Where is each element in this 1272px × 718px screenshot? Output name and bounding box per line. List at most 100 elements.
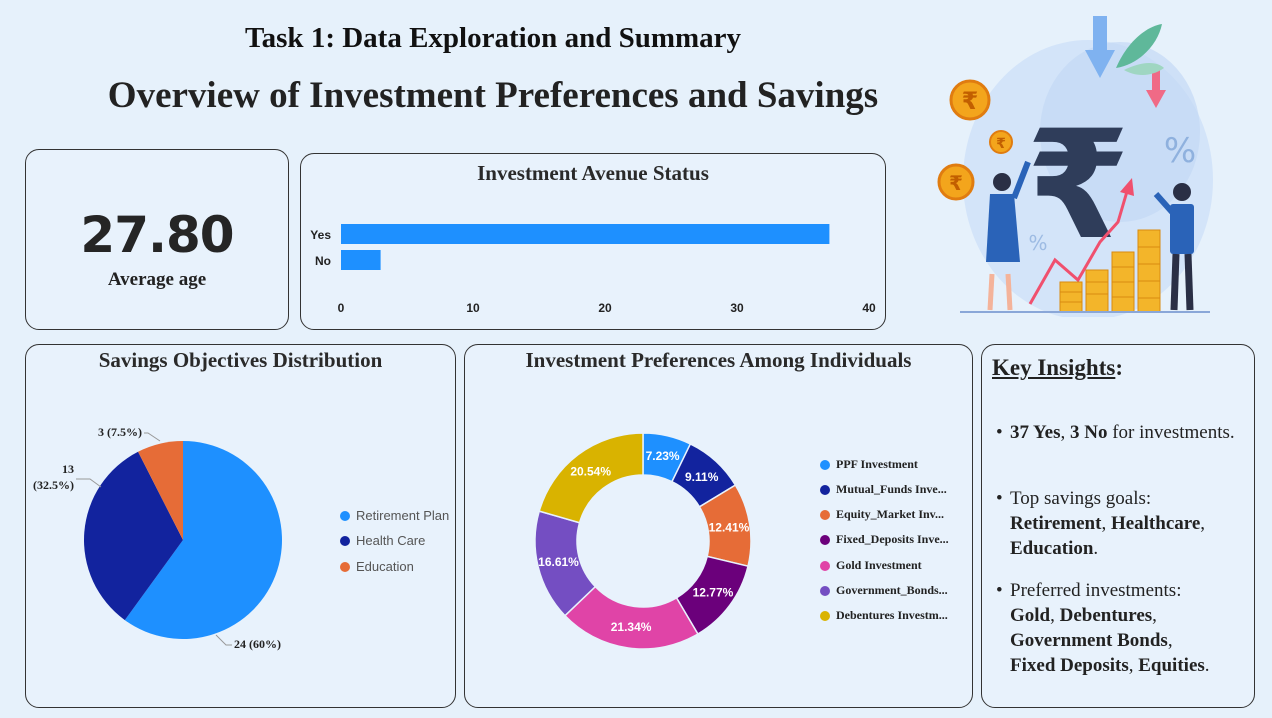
x-tick-label: 10	[466, 301, 480, 315]
insight-sep: ,	[1200, 513, 1206, 534]
donut-data-label: 21.34%	[611, 620, 652, 634]
legend-dot-icon	[820, 534, 830, 545]
legend-label: Equity_Market Inv...	[836, 507, 945, 521]
down-arrow-icon	[1085, 16, 1115, 78]
insight-text: 37 Yes, 3 No for investments.	[1000, 420, 1250, 445]
percent-icon: %	[1164, 131, 1196, 171]
rupee-coin-icon	[937, 163, 975, 201]
bullet-icon: •	[996, 488, 1003, 509]
legend-dot-icon	[340, 535, 350, 546]
man-figure-icon	[1153, 183, 1194, 311]
insight-strong: Government Bonds	[1010, 630, 1168, 651]
legend-label: Mutual_Funds Inve...	[836, 482, 947, 496]
legend-dot-icon	[820, 484, 830, 495]
insight-strong: 37 Yes	[1010, 422, 1061, 443]
rupee-coin-icon	[949, 79, 991, 121]
key-insights-card: Key Insights: • 37 Yes, 3 No for investm…	[981, 344, 1255, 708]
legend-label: Debentures Investm...	[836, 608, 948, 622]
insight-strong: Debentures	[1059, 605, 1153, 626]
insight-strong: Fixed Deposits	[1010, 655, 1129, 676]
leaf-icon	[1116, 24, 1162, 68]
legend-label: Health Care	[356, 533, 426, 548]
investment-preferences-card: Investment Preferences Among Individuals…	[464, 344, 973, 708]
pie-slice	[138, 441, 183, 540]
insight-strong: Equities	[1138, 655, 1205, 676]
legend-label: Education	[356, 559, 414, 574]
donut-data-label: 7.23%	[646, 449, 680, 463]
donut-data-label: 9.11%	[685, 470, 719, 484]
key-insights-heading: Key Insights	[992, 355, 1116, 380]
x-tick-label: 20	[598, 301, 612, 315]
bullet-icon: •	[996, 580, 1003, 601]
rupee-coin-icon	[989, 130, 1013, 154]
donut-data-label: 20.54%	[570, 464, 611, 478]
rupee-coin-symbol: ₹	[996, 136, 1006, 152]
legend-label: Retirement Plan	[356, 508, 450, 523]
bar-chart-title: Investment Avenue Status	[477, 161, 709, 185]
down-arrow-icon	[1146, 70, 1166, 108]
pie-data-label: (32.5%)	[33, 478, 74, 492]
insight-text: Preferred investments: Gold, Debentures, G…	[1000, 578, 1250, 678]
insight-strong: Healthcare	[1110, 513, 1201, 534]
donut-legend-item[interactable]: Gold Investment	[820, 558, 922, 573]
rupee-symbol-icon: ₹	[1026, 99, 1130, 273]
bullet-icon: •	[996, 422, 1003, 443]
pie-chart-title: Savings Objectives Distribution	[98, 348, 383, 372]
legend-dot-icon	[820, 509, 830, 520]
rupee-coin-symbol: ₹	[962, 87, 979, 115]
page-subtitle: Overview of Investment Preferences and S…	[107, 75, 879, 116]
insight-text: Top savings goals: Retirement, Healthcare…	[1000, 486, 1250, 561]
pie-legend-item[interactable]: Education	[340, 559, 414, 574]
pie-legend-item[interactable]: Retirement Plan	[340, 508, 449, 523]
bar-category-label: Yes	[310, 228, 331, 242]
pie-chart: 24 (60%) 13 (32.5%) 3 (7.5%)	[33, 425, 282, 651]
donut-legend-item[interactable]: PPF Investment	[820, 457, 918, 472]
insight-lead: Top savings goals:	[1010, 488, 1152, 509]
bar-category-label: No	[315, 254, 331, 268]
key-insights-title: Key Insights:	[992, 355, 1123, 381]
legend-label: Government_Bonds...	[836, 583, 948, 597]
leaf-icon	[1124, 63, 1164, 75]
x-tick-label: 30	[730, 301, 744, 315]
donut-data-label: 12.77%	[693, 586, 734, 600]
insight-preferred-investments: • Preferred investments: Gold, Debentures…	[996, 578, 1250, 678]
insight-sep: ,	[1050, 605, 1060, 626]
x-tick-label: 40	[862, 301, 876, 315]
donut-legend-item[interactable]: Fixed_Deposits Inve...	[820, 532, 949, 547]
key-insights-colon: :	[1115, 355, 1124, 380]
legend-dot-icon	[820, 560, 830, 571]
bar-chart: Yes No 0 10 20 30 40	[310, 224, 876, 315]
donut-slice	[538, 432, 644, 524]
insight-investment-status: • 37 Yes, 3 No for investments.	[996, 420, 1250, 445]
pie-leader-line	[215, 634, 232, 646]
pie-leader-line	[76, 478, 102, 488]
insight-sep: ,	[1060, 422, 1070, 443]
average-age-value: 27.80	[80, 206, 234, 264]
insight-sep: ,	[1167, 630, 1173, 651]
donut-legend-item[interactable]: Mutual_Funds Inve...	[820, 482, 947, 497]
average-age-label: Average age	[107, 269, 207, 290]
bar-no	[341, 250, 381, 270]
pie-data-label: 24 (60%)	[234, 637, 281, 651]
donut-legend-item[interactable]: Equity_Market Inv...	[820, 507, 944, 522]
donut-legend-item[interactable]: Debentures Investm...	[820, 608, 948, 623]
donut-data-label: 16.61%	[538, 555, 579, 569]
insight-strong: Retirement	[1010, 513, 1102, 534]
rupee-coin-symbol: ₹	[949, 171, 963, 195]
finance-illustration: ₹ ₹ ₹ ₹ % %	[937, 16, 1213, 317]
pie-data-label: 13	[62, 462, 74, 476]
legend-label: Fixed_Deposits Inve...	[836, 532, 949, 546]
average-age-card: 27.80 Average age	[25, 149, 289, 330]
insight-rest: for investments.	[1107, 422, 1235, 443]
insight-strong: Gold	[1010, 605, 1051, 626]
insight-savings-goals: • Top savings goals: Retirement, Healthca…	[996, 486, 1250, 561]
woman-figure-icon	[986, 160, 1031, 311]
growth-arrow-icon	[1120, 178, 1134, 196]
pie-legend-item[interactable]: Health Care	[340, 533, 425, 548]
donut-data-label: 12.41%	[709, 521, 750, 535]
insight-sep: ,	[1152, 605, 1157, 626]
insight-strong: Education	[1010, 538, 1094, 559]
insight-sep: ,	[1128, 655, 1139, 676]
pie-data-label: 3 (7.5%)	[98, 425, 142, 439]
donut-legend-item[interactable]: Government_Bonds...	[820, 583, 948, 598]
